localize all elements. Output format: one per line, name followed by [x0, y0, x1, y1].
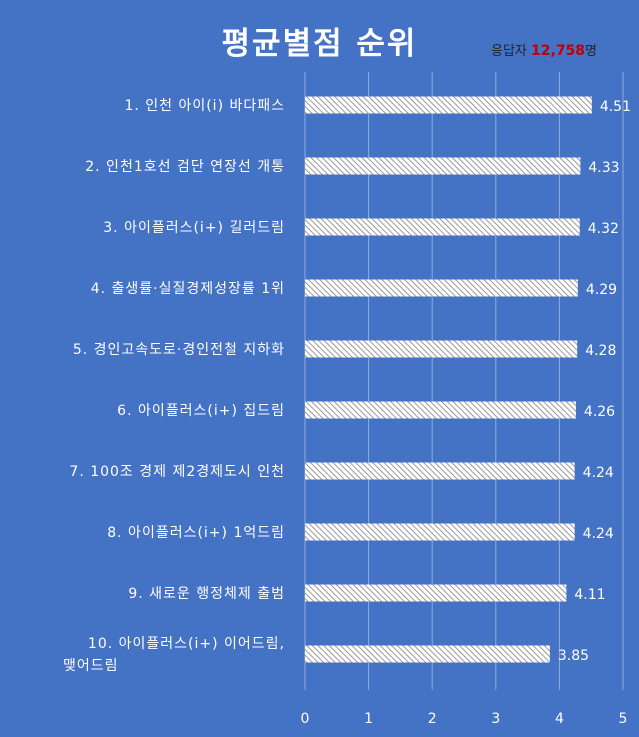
bar — [305, 645, 550, 663]
category-label: 8. 아이플러스(i+) 1억드림 — [107, 525, 285, 541]
bar — [305, 340, 578, 358]
x-tick-label: 2 — [428, 711, 437, 727]
data-label: 4.32 — [588, 221, 619, 237]
x-axis-ticks: 0 1 2 3 4 5 — [301, 711, 628, 727]
category-label: 4. 출생률·실질경제성장률 1위 — [91, 281, 285, 297]
x-tick-label: 5 — [619, 711, 628, 727]
x-tick-label: 3 — [491, 711, 500, 727]
category-label: 2. 인천1호선 검단 연장선 개통 — [85, 159, 285, 175]
data-label: 4.26 — [584, 404, 615, 420]
data-label: 4.24 — [583, 465, 614, 481]
bar — [305, 96, 592, 114]
value-labels: 4.51 4.33 4.32 4.29 4.28 4.26 4.24 4.24 4.11 3.85 — [558, 99, 631, 664]
bar — [305, 157, 581, 175]
category-label: 6. 아이플러스(i+) 집드림 — [117, 403, 285, 419]
respondent-number: 12,758 — [531, 43, 586, 59]
category-label: 1. 인천 아이(i) 바다패스 — [124, 98, 285, 114]
x-tick-label: 4 — [555, 711, 564, 727]
category-label: 9. 새로운 행정체제 출범 — [128, 586, 285, 602]
category-label: 맺어드림 — [63, 658, 119, 674]
category-label: 10. 아이플러스(i+) 이어드림, — [88, 636, 285, 652]
bar — [305, 584, 567, 602]
bar — [305, 462, 575, 480]
x-tick-label: 1 — [364, 711, 373, 727]
data-label: 4.28 — [585, 343, 616, 359]
category-label: 5. 경인고속도로·경인전철 지하화 — [73, 342, 285, 358]
bar — [305, 218, 580, 236]
data-label: 4.51 — [600, 99, 631, 115]
bar — [305, 523, 575, 541]
respondent-count: 응답자 12,758명 — [491, 40, 597, 59]
category-label: 3. 아이플러스(i+) 길러드림 — [103, 220, 285, 236]
data-label: 4.33 — [588, 160, 619, 176]
bars — [305, 96, 592, 663]
bar — [305, 401, 576, 419]
data-label: 4.24 — [583, 526, 614, 542]
respondent-suffix: 명 — [585, 44, 598, 59]
respondent-prefix: 응답자 — [491, 44, 532, 59]
x-tick-label: 0 — [301, 711, 310, 727]
data-label: 3.85 — [558, 648, 589, 664]
data-label: 4.11 — [574, 587, 605, 603]
category-label: 7. 100조 경제 제2경제도시 인천 — [69, 464, 285, 480]
bar — [305, 279, 578, 297]
chart-title: 평균별점 순위 — [221, 26, 418, 62]
data-label: 4.29 — [586, 282, 617, 298]
category-labels: 1. 인천 아이(i) 바다패스 2. 인천1호선 검단 연장선 개통 3. 아이플… — [63, 98, 285, 674]
